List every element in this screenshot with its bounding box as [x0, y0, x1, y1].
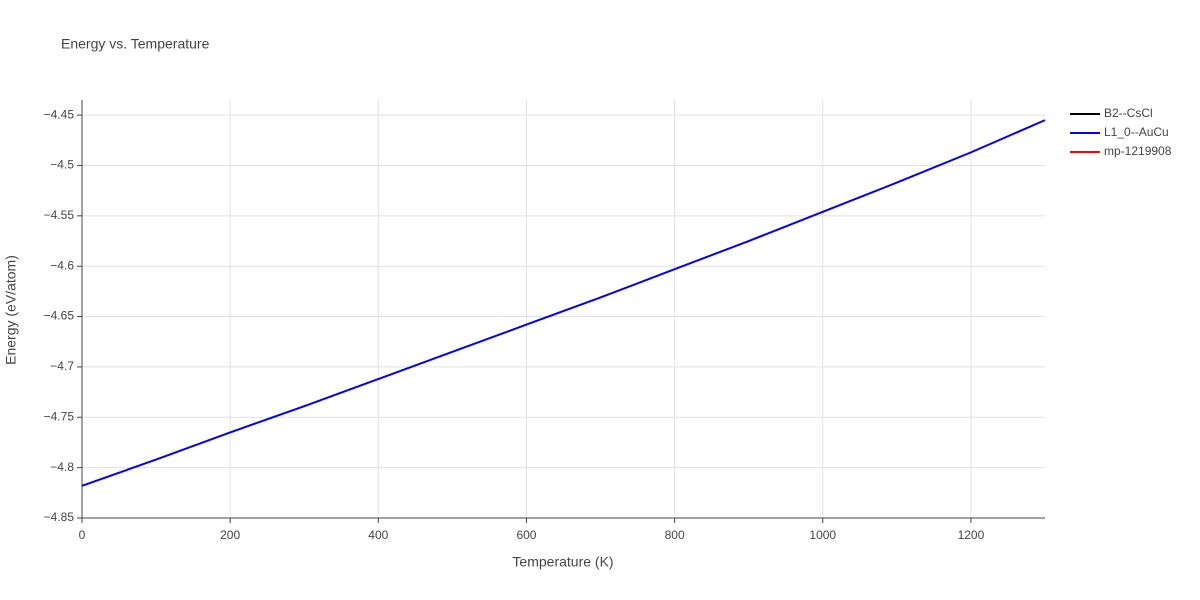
y-tick-label: −4.55 — [44, 208, 75, 222]
y-tick-label: −4.5 — [50, 158, 74, 172]
y-tick-label: −4.8 — [50, 460, 74, 474]
y-axis-label: Energy (eV/atom) — [3, 255, 19, 365]
y-tick-label: −4.45 — [44, 107, 75, 121]
y-tick-label: −4.6 — [50, 258, 74, 272]
x-tick-label: 400 — [368, 528, 388, 542]
legend-label[interactable]: B2--CsCl — [1104, 106, 1153, 120]
x-tick-label: 1200 — [958, 528, 985, 542]
x-tick-label: 0 — [79, 528, 86, 542]
legend-label[interactable]: L1_0--AuCu — [1104, 125, 1169, 139]
x-axis-label: Temperature (K) — [512, 554, 613, 570]
y-tick-label: −4.65 — [44, 309, 75, 323]
y-tick-label: −4.85 — [44, 510, 75, 524]
y-tick-label: −4.7 — [50, 359, 74, 373]
legend-label[interactable]: mp-1219908 — [1104, 144, 1172, 158]
x-tick-label: 200 — [220, 528, 240, 542]
chart-title: Energy vs. Temperature — [61, 36, 210, 52]
x-tick-label: 800 — [665, 528, 685, 542]
x-tick-label: 600 — [516, 528, 536, 542]
x-tick-label: 1000 — [809, 528, 836, 542]
y-tick-label: −4.75 — [44, 409, 75, 423]
series-line — [81, 119, 1046, 487]
